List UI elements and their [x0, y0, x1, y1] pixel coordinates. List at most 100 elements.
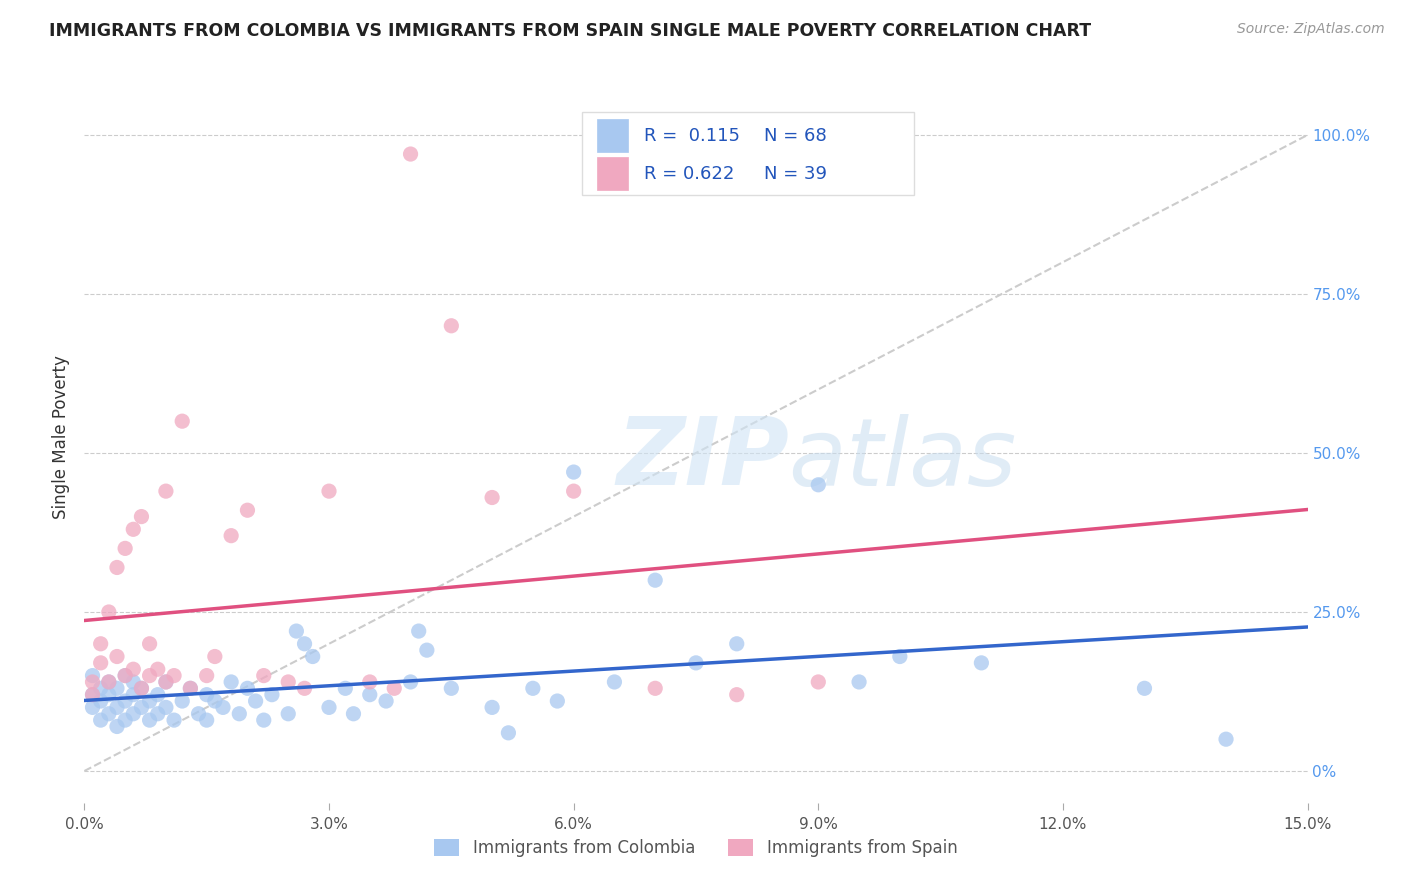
Point — [212, 700, 235, 714]
Text: atlas: atlas — [787, 414, 1017, 505]
Point — [97, 605, 120, 619]
Point — [131, 509, 153, 524]
Point — [481, 491, 503, 505]
Point — [644, 681, 666, 696]
Point — [219, 529, 242, 543]
Point — [122, 706, 145, 721]
Text: N = 39: N = 39 — [765, 165, 827, 183]
Point — [172, 694, 194, 708]
Point — [82, 700, 104, 714]
Point — [440, 318, 463, 333]
Point — [114, 668, 136, 682]
Point — [260, 688, 283, 702]
Point — [546, 694, 568, 708]
Point — [382, 681, 405, 696]
Point — [228, 706, 250, 721]
Point — [195, 688, 218, 702]
Y-axis label: Single Male Poverty: Single Male Poverty — [52, 355, 70, 519]
Text: IMMIGRANTS FROM COLOMBIA VS IMMIGRANTS FROM SPAIN SINGLE MALE POVERTY CORRELATIO: IMMIGRANTS FROM COLOMBIA VS IMMIGRANTS F… — [49, 22, 1091, 40]
Point — [114, 541, 136, 556]
Point — [82, 688, 104, 702]
Point — [318, 700, 340, 714]
Point — [172, 414, 194, 428]
Point — [138, 713, 160, 727]
Point — [163, 668, 186, 682]
Point — [114, 713, 136, 727]
Point — [195, 668, 218, 682]
Point — [253, 668, 276, 682]
Point — [236, 503, 259, 517]
Point — [219, 675, 242, 690]
Point — [253, 713, 276, 727]
Point — [277, 675, 299, 690]
Text: N = 68: N = 68 — [765, 127, 827, 145]
Point — [114, 668, 136, 682]
Text: R = 0.622: R = 0.622 — [644, 165, 735, 183]
Point — [416, 643, 439, 657]
Point — [970, 656, 993, 670]
Point — [97, 675, 120, 690]
Point — [122, 688, 145, 702]
Point — [90, 694, 112, 708]
Point — [82, 675, 104, 690]
Point — [408, 624, 430, 638]
Point — [725, 637, 748, 651]
Point — [187, 706, 209, 721]
Point — [155, 700, 177, 714]
Point — [294, 637, 316, 651]
Point — [562, 465, 585, 479]
Point — [122, 522, 145, 536]
Point — [644, 573, 666, 587]
Point — [90, 681, 112, 696]
Point — [848, 675, 870, 690]
Point — [105, 719, 128, 733]
Point — [179, 681, 201, 696]
Point — [285, 624, 308, 638]
Point — [155, 675, 177, 690]
Point — [889, 649, 911, 664]
Point — [131, 700, 153, 714]
Point — [294, 681, 316, 696]
Point — [375, 694, 398, 708]
Point — [1215, 732, 1237, 747]
Point — [301, 649, 323, 664]
Point — [204, 649, 226, 664]
Point — [603, 675, 626, 690]
Point — [179, 681, 201, 696]
Point — [245, 694, 267, 708]
Point — [90, 637, 112, 651]
Point — [138, 637, 160, 651]
Point — [82, 668, 104, 682]
Point — [138, 694, 160, 708]
Text: Source: ZipAtlas.com: Source: ZipAtlas.com — [1237, 22, 1385, 37]
Point — [481, 700, 503, 714]
Point — [204, 694, 226, 708]
Point — [105, 700, 128, 714]
Point — [146, 706, 169, 721]
Point — [163, 713, 186, 727]
Point — [122, 662, 145, 676]
Text: R =  0.115: R = 0.115 — [644, 127, 741, 145]
Point — [82, 688, 104, 702]
Point — [440, 681, 463, 696]
Point — [155, 484, 177, 499]
Point — [359, 688, 381, 702]
Point — [105, 649, 128, 664]
Point — [90, 713, 112, 727]
Point — [138, 668, 160, 682]
Point — [1133, 681, 1156, 696]
Point — [105, 681, 128, 696]
Point — [399, 147, 422, 161]
Point — [146, 662, 169, 676]
Point — [277, 706, 299, 721]
Point — [562, 484, 585, 499]
Point — [807, 675, 830, 690]
Legend: Immigrants from Colombia, Immigrants from Spain: Immigrants from Colombia, Immigrants fro… — [427, 832, 965, 864]
Point — [155, 675, 177, 690]
Point — [359, 675, 381, 690]
Point — [335, 681, 357, 696]
Point — [97, 675, 120, 690]
Point — [97, 688, 120, 702]
Text: ZIP: ZIP — [616, 413, 789, 505]
Point — [131, 681, 153, 696]
